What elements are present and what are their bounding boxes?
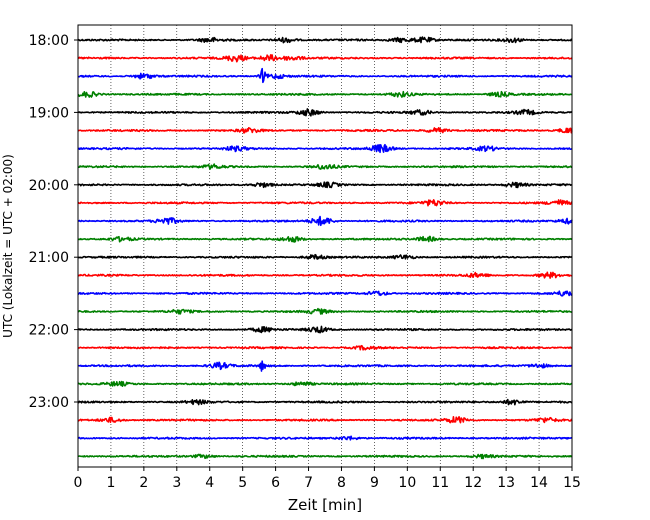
trace-line [77,344,573,351]
x-tick-label: 7 [304,475,313,491]
trace-line [77,90,573,98]
trace-line [77,199,573,207]
trace-line [77,360,573,372]
x-tick-label: 13 [497,475,515,491]
trace-line [77,215,573,227]
trace-line [77,325,573,334]
y-axis-ticks: 18:00 19:00 20:00 21:00 22:00 23:00 [29,33,78,411]
trace-line [77,435,573,441]
x-axis-label: Zeit [min] [288,496,362,514]
x-tick-label: 8 [337,475,346,491]
trace-line [77,380,573,387]
trace-line [77,290,573,297]
y-axis-label: UTC (Lokalzeit = UTC + 02:00) [1,154,15,338]
x-tick-label: 2 [139,475,148,491]
x-tick-label: 3 [172,475,181,491]
x-tick-label: 15 [563,475,581,491]
trace-line [77,108,573,117]
trace-line [77,67,573,84]
trace-line [77,163,573,171]
trace-line [77,235,573,243]
y-tick-label: 23:00 [29,395,69,411]
x-tick-label: 9 [370,475,379,491]
vertical-grid [110,25,540,467]
x-tick-label: 12 [464,475,482,491]
y-tick-label: 20:00 [29,178,69,194]
x-tick-label: 1 [106,475,115,491]
x-tick-label: 6 [271,475,280,491]
x-tick-label: 0 [74,475,83,491]
x-tick-label: 10 [398,475,416,491]
x-tick-label: 14 [530,475,548,491]
trace-line [77,36,573,44]
trace-line [77,54,573,63]
y-tick-label: 19:00 [29,105,69,121]
y-tick-label: 21:00 [29,250,69,266]
x-tick-label: 5 [238,475,247,491]
x-axis-ticks: 0 1 2 3 4 5 6 7 8 9 10 11 12 13 14 15 [74,467,581,491]
x-tick-label: 11 [431,475,449,491]
plot-frame [77,24,573,468]
trace-line [77,271,573,279]
trace-line [77,415,573,424]
trace-line [77,253,573,260]
trace-line [77,398,573,406]
trace-line [77,307,573,315]
x-tick-label: 4 [205,475,214,491]
trace-group [77,36,573,460]
y-tick-label: 22:00 [29,323,69,339]
y-tick-label: 18:00 [29,33,69,49]
trace-line [77,181,573,189]
trace-line [77,143,573,154]
trace-line [77,453,573,460]
trace-line [77,127,573,134]
